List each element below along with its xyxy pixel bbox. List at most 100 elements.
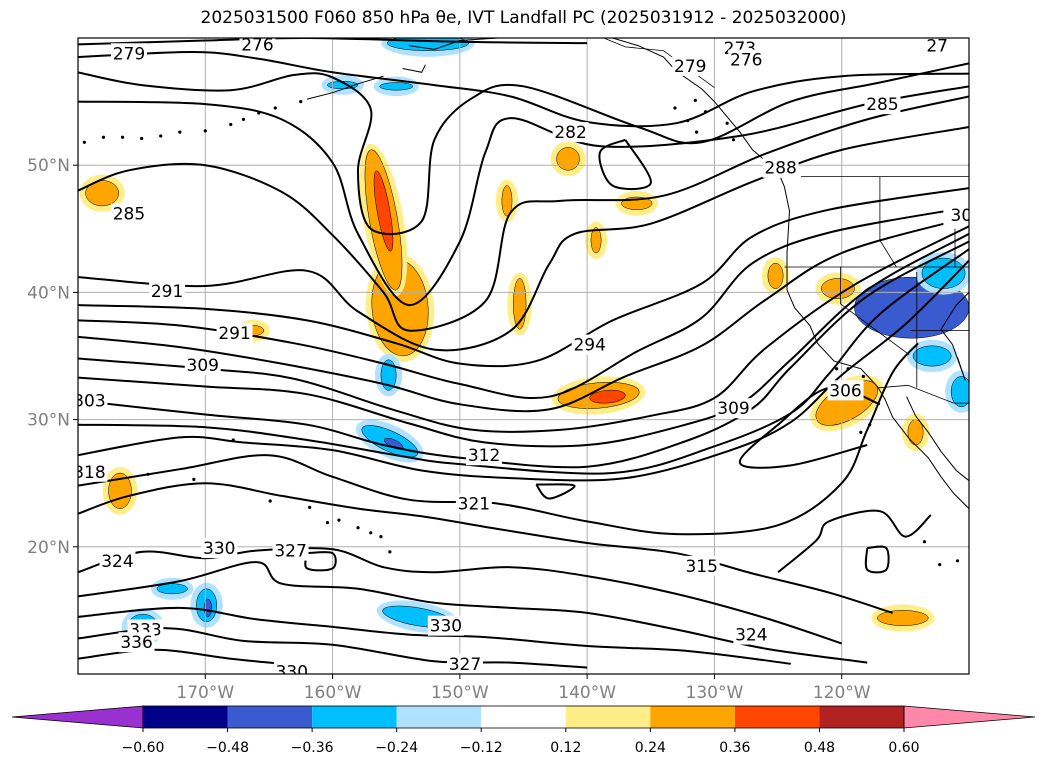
theta-e-contour: [78, 342, 919, 536]
ivt-region: [589, 389, 626, 404]
lon-tick-label: 140°W: [558, 683, 616, 703]
island: [388, 550, 392, 554]
island: [673, 106, 677, 110]
contour-label: 327: [449, 655, 481, 675]
theta-e-contour: [78, 648, 295, 667]
contour-label: 318: [73, 463, 105, 483]
contour-label-bg: [184, 354, 221, 375]
island: [835, 367, 839, 371]
island: [229, 122, 233, 127]
longitude-ticks: 170°W 160°W 150°W 140°W 130°W 120°W: [176, 674, 871, 703]
island: [693, 98, 697, 102]
theta-e-contour: [78, 95, 969, 332]
ivt-region: [950, 376, 969, 408]
coastline: [306, 75, 384, 100]
theta-e-contour: [78, 50, 969, 128]
ivt-region: [85, 180, 119, 207]
contour-label-bg: [455, 493, 492, 514]
coastline: [612, 38, 969, 509]
contour-label: 291: [151, 282, 183, 302]
colorbar-tick-label: −0.24: [375, 740, 418, 756]
colorbar-segment: [650, 706, 735, 728]
colorbar-tick-label: −0.36: [291, 740, 334, 756]
island: [859, 430, 863, 434]
contour-label-bg: [762, 157, 799, 178]
contour-label: 327: [274, 542, 306, 562]
contour-label-bg: [118, 632, 155, 653]
colorbar-segment: [312, 706, 397, 728]
ivt-region: [590, 227, 602, 254]
contour-label-bg: [864, 94, 901, 115]
ivt-region: [379, 82, 414, 91]
island: [82, 140, 86, 144]
contour-label: 303: [73, 392, 105, 412]
colorbar-segment: [143, 706, 228, 728]
island: [203, 129, 207, 133]
colorbar-tick-label: −0.48: [206, 740, 249, 756]
theta-e-contour: [78, 240, 969, 469]
colorbar-tick-label: −0.60: [122, 740, 165, 756]
theta-e-contour: [777, 509, 932, 573]
colorbar-segment: [481, 706, 566, 728]
ivt-region: [877, 610, 929, 626]
island: [308, 505, 312, 509]
contour-label-bg: [919, 38, 956, 56]
ivt-region: [156, 583, 188, 595]
contour-label-bg: [201, 538, 238, 559]
contour-label-bg: [446, 653, 483, 674]
contour-label-bg: [552, 122, 589, 143]
lat-tick-label: 30°N: [27, 411, 70, 431]
contour-label: 291: [218, 324, 250, 344]
contour-label: 330: [430, 617, 462, 637]
island: [159, 134, 163, 138]
contour-label: 324: [735, 626, 767, 646]
contour-label: 30: [951, 206, 973, 226]
ivt-region: [373, 170, 394, 252]
contour-label: 309: [187, 356, 219, 376]
contour-label: 279: [674, 57, 706, 77]
contour-label-bg: [149, 281, 186, 302]
colorbar-extend-high: [903, 705, 1036, 729]
island: [268, 499, 272, 503]
ivt-region: [821, 278, 855, 300]
contour-label: 276: [730, 51, 762, 71]
ivt-region: [501, 185, 513, 217]
island: [299, 100, 303, 104]
contour-label-bg: [715, 398, 752, 419]
theta-e-contour: [78, 248, 969, 475]
ivt-region: [912, 345, 952, 367]
lon-tick-label: 130°W: [686, 683, 744, 703]
theta-e-contour: [78, 259, 969, 482]
theta-e-contours: [78, 38, 969, 669]
island: [356, 526, 360, 530]
latitude-ticks: 50°N 40°N 30°N 20°N: [27, 156, 78, 558]
lon-tick-label: 160°W: [304, 683, 362, 703]
island: [731, 138, 736, 142]
contour-label: 282: [554, 123, 586, 143]
contour-label-bg: [273, 661, 310, 674]
island: [178, 130, 182, 134]
colorbar-tick-label: 0.24: [635, 740, 666, 756]
island: [101, 135, 106, 139]
colorbar-tick-label: 0.60: [888, 740, 919, 756]
colorbar-segment: [227, 706, 313, 728]
coastline: [906, 396, 969, 482]
contour-label-bg: [99, 550, 136, 571]
contour-label: 27: [926, 37, 948, 57]
island: [140, 136, 144, 141]
contour-label-bg: [571, 334, 608, 355]
island: [120, 135, 125, 139]
contour-label: 306: [829, 381, 861, 401]
colorbar-segment: [396, 706, 482, 728]
theta-e-contour: [598, 138, 652, 191]
ivt-region: [921, 257, 966, 289]
contour-label: 312: [468, 446, 500, 466]
colorbar-segment: [819, 706, 904, 728]
contour-label-bg: [672, 55, 709, 76]
theta-e-contour: [535, 483, 576, 500]
ivt-region: [767, 262, 784, 289]
theta-e-contour: [78, 606, 791, 665]
theta-e-contour: [78, 233, 969, 448]
